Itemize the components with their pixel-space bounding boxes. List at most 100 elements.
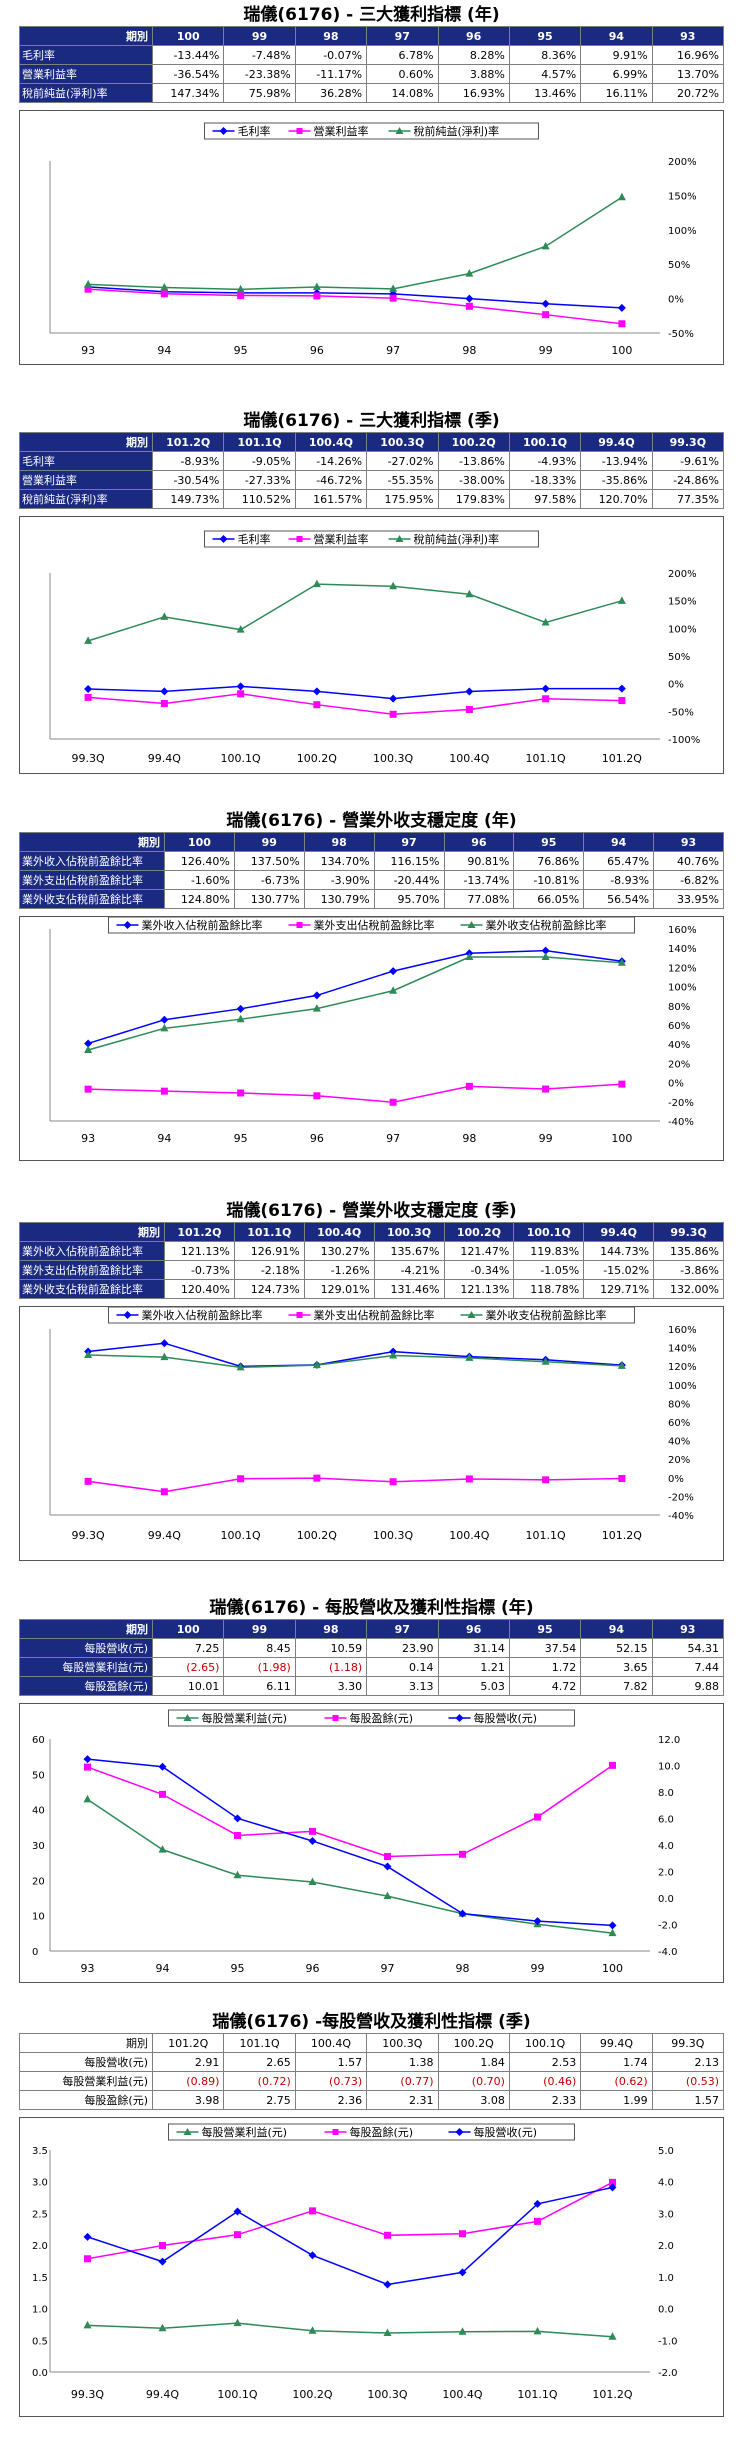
y-axis-tick-label-right: 0.0 (658, 2305, 674, 2316)
table-cell: 4.72 (508, 1676, 582, 1696)
row-label: 每股營業利益(元) (19, 1657, 153, 1677)
table-column-header: 99.3Q (651, 432, 725, 452)
row-label: 業外收支佔稅前盈餘比率 (19, 1279, 165, 1299)
table-cell: 56.54% (583, 889, 655, 909)
table-cell: 2.53 (508, 2052, 582, 2072)
data-point (83, 2232, 92, 2241)
y-axis-tick-label-right: 120% (668, 1362, 697, 1373)
table-cell: 130.77% (233, 889, 305, 909)
data-table: 期別 100 99 98 97 96 95 94 93 毛利率 -13.44% -7.48% -0.07… (19, 26, 725, 103)
data-point (389, 710, 397, 718)
data-point (465, 687, 474, 696)
row-label: 稅前純益(淨利)率 (19, 489, 153, 509)
x-axis-tick-label: 96 (306, 1962, 320, 1975)
table-cell: -24.86% (651, 470, 725, 490)
data-point (312, 579, 321, 588)
x-axis-tick-label: 99.3Q (72, 1529, 105, 1542)
legend-marker (183, 1714, 192, 1721)
legend-marker (467, 1311, 476, 1318)
data-point (159, 2241, 166, 2249)
line-chart: 0 10 20 30 40 50 60 -4.0 -2.0 0.0 2.0 4.0 6.0 8.0 10.0… (32, 1709, 680, 1975)
data-point (608, 1928, 617, 1937)
legend (108, 1306, 635, 1324)
table-cell: -1.26% (303, 1260, 375, 1280)
y-axis-tick-label-right: -20% (668, 1492, 694, 1503)
data-point (609, 1761, 616, 1769)
table-cell: 130.79% (303, 889, 375, 909)
table-cell: -2.18% (233, 1260, 305, 1280)
data-point (534, 2217, 541, 2225)
data-point (160, 1087, 168, 1095)
legend-label: 每股營業利益(元) (202, 2125, 288, 2139)
data-point (236, 1014, 245, 1023)
row-label: 每股營收(元) (19, 1638, 153, 1658)
data-point (618, 697, 626, 705)
x-axis-tick-label: 99 (539, 1132, 553, 1145)
data-point (84, 684, 93, 693)
legend-marker (395, 535, 404, 542)
data-point (459, 2230, 466, 2238)
table-cell: 3.13 (366, 1676, 439, 1696)
data-point (233, 2318, 242, 2327)
table-cell: -6.73% (233, 870, 305, 890)
row-label: 稅前純益(淨利)率 (19, 83, 153, 103)
legend (168, 1709, 575, 1727)
table-cell: 37.54 (508, 1638, 582, 1658)
data-point (312, 991, 321, 1000)
row-label: 毛利率 (19, 451, 153, 471)
data-point (534, 1813, 541, 1821)
table-cell: 147.34% (151, 83, 225, 103)
table-cell: -30.54% (151, 470, 225, 490)
data-point (313, 701, 321, 709)
chart-area: -40% -20% 0% 20% 40% 60% 80% 100% 120% 140% 160% 93… (19, 916, 724, 1161)
y-axis-tick-label-right: 6.0 (658, 1815, 674, 1826)
table-cell: 40.76% (653, 851, 724, 871)
series-line (87, 2181, 613, 2260)
data-point (618, 1080, 626, 1088)
table-cell: (0.62) (580, 2071, 653, 2091)
table-cell: -0.34% (443, 1260, 515, 1280)
legend (204, 122, 539, 140)
table-column-header: 99.4Q (580, 432, 653, 452)
table-column-header: 101.1Q (223, 432, 296, 452)
data-point (617, 684, 626, 693)
table-cell: (0.72) (223, 2071, 296, 2091)
series-line (88, 1083, 622, 1103)
table-cell: 1.38 (366, 2052, 439, 2072)
table-cell: -6.82% (653, 870, 724, 890)
data-point (84, 285, 92, 293)
y-axis-tick-label-right: 200% (668, 157, 697, 168)
table-cell: 175.95% (366, 489, 439, 509)
legend-marker (455, 1714, 464, 1722)
table-cell: 7.44 (651, 1657, 725, 1677)
table-column-header: 97 (373, 832, 445, 852)
chart-area: 0.0 0.5 1.0 1.5 2.0 2.5 3.0 3.5 -2.0 -1.0 0.0 1.0 2.… (19, 2117, 724, 2417)
y-axis-tick-label-right: 80% (668, 1399, 690, 1410)
data-point (158, 2257, 167, 2266)
legend-label: 每股盈餘(元) (350, 2125, 414, 2139)
table-column-header: 99.4Q (580, 2033, 653, 2053)
y-axis-tick-label-left: 60 (32, 1735, 45, 1746)
table-column-header: 99 (233, 832, 305, 852)
table-row: 營業利益率 -30.54% -27.33% -46.72% -55.35% -38.00%… (19, 470, 725, 490)
line-chart: 0.0 0.5 1.0 1.5 2.0 2.5 3.0 3.5 -2.0 -1.0 0.0 1.0 2.… (32, 2123, 678, 2401)
table-column-header: 96 (437, 1619, 510, 1639)
table-cell: -13.74% (443, 870, 515, 890)
table-cell: -8.93% (583, 870, 655, 890)
table-cell: 75.98% (223, 83, 296, 103)
table-cell: 135.67% (373, 1241, 445, 1261)
legend-label: 毛利率 (238, 124, 271, 138)
data-point (84, 1039, 93, 1048)
legend-marker (123, 1311, 132, 1319)
x-axis-tick-label: 97 (386, 1132, 400, 1145)
table-column-header: 100.2Q (437, 2033, 510, 2053)
table-column-header: 97 (366, 1619, 439, 1639)
data-point (609, 2178, 616, 2186)
table-column-header: 100 (151, 26, 225, 46)
section-title: 瑞儀(6176) - 三大獲利指標 (季) (243, 411, 500, 431)
y-axis-tick-label-left: 3.5 (32, 2146, 48, 2157)
x-axis-tick-label: 94 (157, 1132, 171, 1145)
x-axis-tick-label: 100.3Q (373, 752, 413, 765)
table-cell: 1.57 (294, 2052, 368, 2072)
table-column-header: 100.4Q (294, 432, 368, 452)
